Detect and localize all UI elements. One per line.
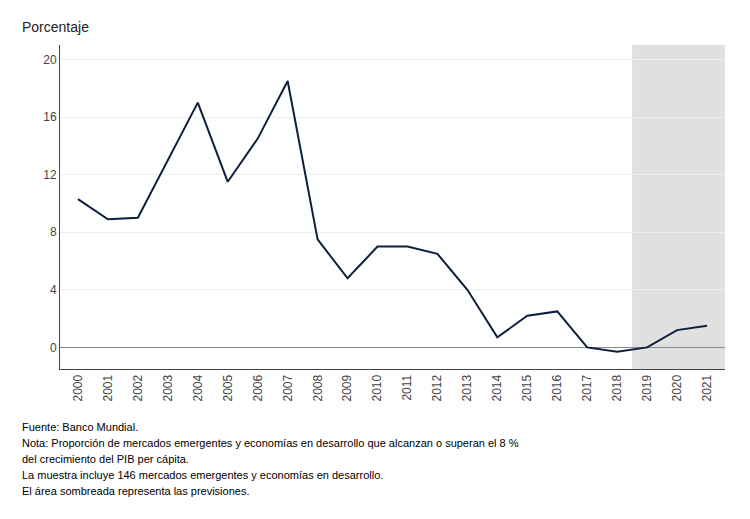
svg-text:2021: 2021 — [700, 374, 714, 401]
svg-text:20: 20 — [43, 53, 57, 67]
svg-text:2002: 2002 — [131, 374, 145, 401]
svg-text:2010: 2010 — [370, 374, 384, 401]
svg-text:2007: 2007 — [281, 374, 295, 401]
svg-text:12: 12 — [43, 168, 57, 182]
svg-text:2014: 2014 — [490, 374, 504, 401]
svg-text:2015: 2015 — [520, 374, 534, 401]
svg-text:2017: 2017 — [580, 374, 594, 401]
svg-text:8: 8 — [50, 225, 57, 239]
svg-text:del crecimiento del PIB per cá: del crecimiento del PIB per cápita. — [22, 453, 189, 465]
svg-text:2003: 2003 — [161, 374, 175, 401]
svg-text:Fuente: Banco Mundial.: Fuente: Banco Mundial. — [22, 421, 138, 433]
svg-text:2005: 2005 — [221, 374, 235, 401]
svg-text:2018: 2018 — [610, 374, 624, 401]
svg-text:2008: 2008 — [311, 374, 325, 401]
svg-text:2012: 2012 — [430, 374, 444, 401]
svg-text:2006: 2006 — [251, 374, 265, 401]
svg-text:2011: 2011 — [400, 374, 414, 400]
svg-text:2020: 2020 — [670, 374, 684, 401]
svg-text:2004: 2004 — [191, 374, 205, 401]
svg-text:La muestra incluye 146 mercado: La muestra incluye 146 mercados emergent… — [22, 469, 383, 481]
svg-text:2013: 2013 — [460, 374, 474, 401]
svg-text:2001: 2001 — [101, 374, 115, 401]
svg-text:Porcentaje: Porcentaje — [22, 19, 89, 35]
svg-text:4: 4 — [50, 283, 57, 297]
svg-text:Nota: Proporción de mercados e: Nota: Proporción de mercados emergentes … — [22, 437, 519, 449]
svg-text:2000: 2000 — [71, 374, 85, 401]
svg-text:2009: 2009 — [340, 374, 354, 401]
svg-text:El área sombreada representa l: El área sombreada representa las previsi… — [22, 485, 249, 497]
svg-text:2019: 2019 — [640, 374, 654, 401]
svg-text:0: 0 — [50, 341, 57, 355]
svg-text:16: 16 — [43, 110, 57, 124]
svg-text:2016: 2016 — [550, 374, 564, 401]
